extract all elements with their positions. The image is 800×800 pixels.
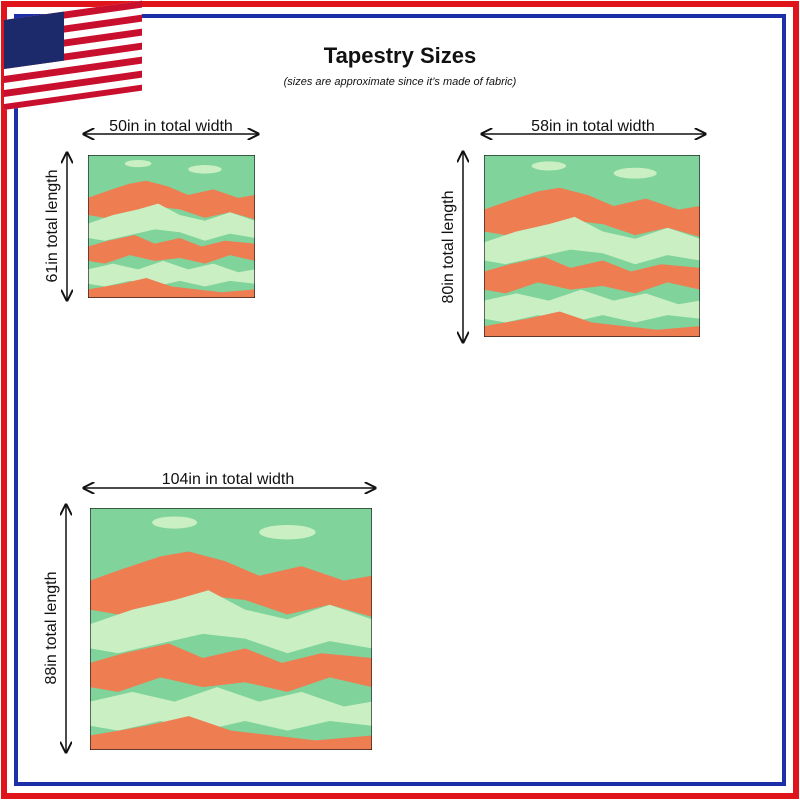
length-label: 80in total length xyxy=(440,191,457,304)
frame-inner xyxy=(14,14,786,786)
width-label: 58in in total width xyxy=(531,118,655,135)
tapestry xyxy=(90,508,372,750)
width-label: 50in in total width xyxy=(109,118,233,135)
length-label: 88in total length xyxy=(43,572,60,685)
width-label: 104in in total width xyxy=(162,471,295,488)
us-flag xyxy=(4,0,142,110)
tapestry xyxy=(484,155,700,337)
tapestry xyxy=(88,155,255,298)
length-label: 61in total length xyxy=(44,170,61,283)
title: Tapestry Sizes xyxy=(324,43,476,68)
subtitle: (sizes are approximate since it’s made o… xyxy=(284,76,517,88)
